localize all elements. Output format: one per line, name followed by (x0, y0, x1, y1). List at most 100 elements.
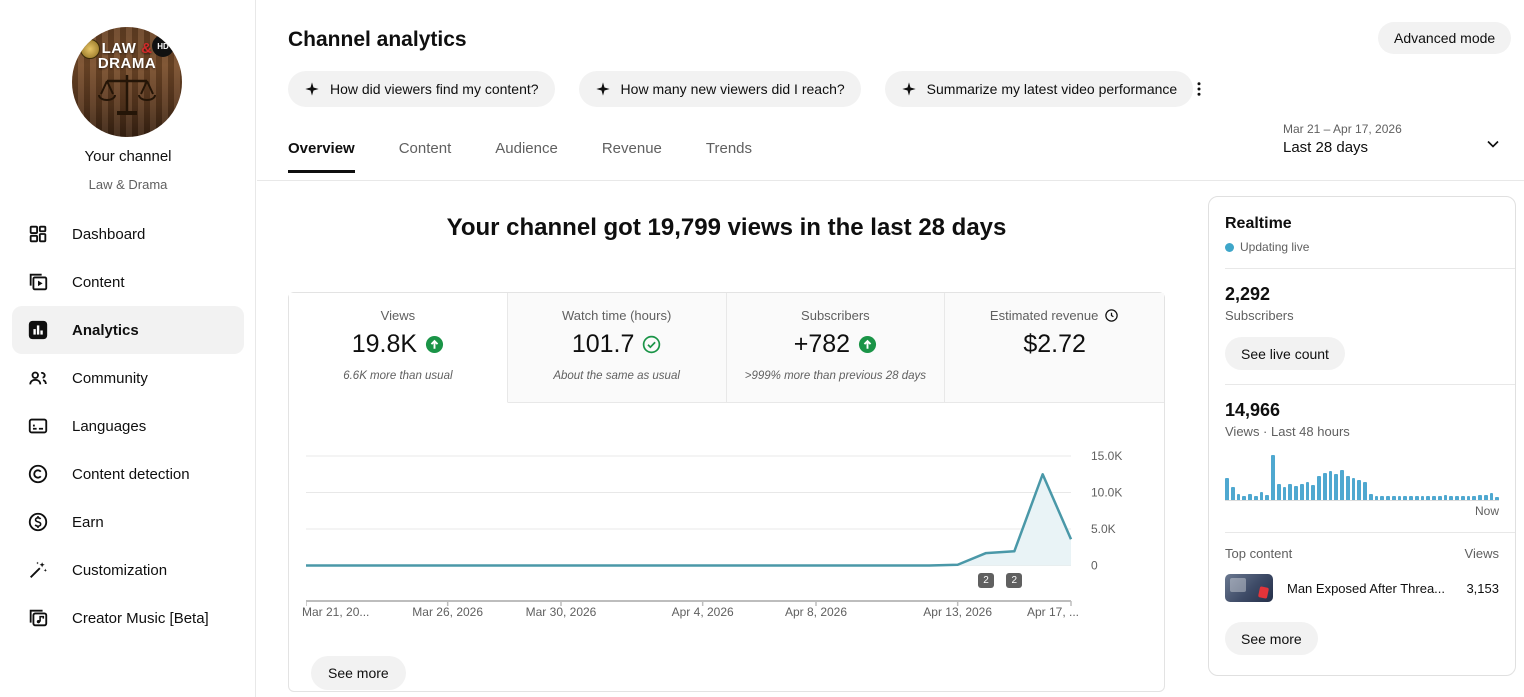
x-axis-label: Mar 26, 2026 (412, 605, 484, 619)
date-range-text: Mar 21 – Apr 17, 2026 (1283, 122, 1402, 136)
realtime-bar (1345, 475, 1350, 500)
tab-overview[interactable]: Overview (288, 140, 355, 173)
video-thumbnail (1225, 574, 1273, 602)
divider (1225, 384, 1515, 385)
realtime-bar (1368, 493, 1373, 500)
realtime-bar (1386, 495, 1390, 500)
see-live-count-button[interactable]: See live count (1225, 337, 1345, 370)
metric-value: 19.8K (351, 330, 418, 358)
tab-trends[interactable]: Trends (705, 140, 753, 157)
metric-note: >999% more than previous 28 days (744, 370, 926, 382)
realtime-bar (1311, 484, 1315, 500)
metric-tab-estimated-revenue[interactable]: Estimated revenue $2.72 (945, 293, 1164, 403)
views-chart-card: Views 19.8K 6.6K more than usual Watch t… (288, 292, 1165, 692)
realtime-bar (1340, 469, 1344, 500)
views-line-chart: 0 5.0K 10.0K 15.0K (305, 449, 1122, 606)
metric-tab-views[interactable]: Views 19.8K 6.6K more than usual (289, 293, 508, 403)
trend-up-icon (425, 335, 444, 354)
top-content-label: Top content (1225, 546, 1293, 561)
sidebar-item-label: Content detection (72, 465, 190, 483)
metric-value: 101.7 (571, 330, 635, 358)
line-chart-series (306, 473, 1073, 567)
realtime-bar (1357, 480, 1361, 500)
avatar-corner-badge: HD (152, 35, 174, 57)
realtime-bar (1466, 495, 1471, 500)
updating-live-label: Updating live (1240, 240, 1310, 254)
metric-tab-subscribers[interactable]: Subscribers +782 >999% more than previou… (726, 293, 946, 403)
video-views: 3,153 (1466, 580, 1499, 596)
realtime-bar (1253, 495, 1258, 500)
sidebar-menu: Dashboard Content Analytics Community (0, 210, 256, 642)
sidebar-item-content-detection[interactable]: Content detection (0, 450, 256, 498)
sidebar-item-community[interactable]: Community (0, 354, 256, 402)
realtime-title: Realtime (1225, 215, 1292, 232)
chip-how-did-viewers-find[interactable]: How did viewers find my content? (288, 71, 555, 107)
realtime-bar (1437, 495, 1442, 500)
realtime-bar (1322, 473, 1327, 500)
y-axis-label: 10.0K (1091, 486, 1122, 500)
sidebar-item-creator-music[interactable]: Creator Music [Beta] (0, 594, 256, 642)
sidebar-item-customization[interactable]: Customization (0, 546, 256, 594)
date-range-selector[interactable]: Mar 21 – Apr 17, 2026 Last 28 days (1283, 122, 1509, 156)
realtime-bar (1420, 495, 1425, 500)
realtime-see-more-button[interactable]: See more (1225, 622, 1318, 655)
chip-how-many-new-viewers[interactable]: How many new viewers did I reach? (578, 71, 861, 107)
realtime-bar (1397, 495, 1402, 500)
realtime-bar (1409, 495, 1413, 500)
scales-of-justice-icon (98, 75, 156, 115)
sidebar-item-content[interactable]: Content (0, 258, 256, 306)
tab-content[interactable]: Content (398, 140, 452, 157)
metric-value: +782 (793, 330, 851, 358)
sidebar-item-label: Customization (72, 561, 168, 579)
realtime-bar (1225, 478, 1229, 500)
page-title: Channel analytics (288, 28, 467, 51)
realtime-bar-chart (1225, 455, 1499, 501)
top-content-row[interactable]: Man Exposed After Threa... 3,153 (1225, 574, 1499, 602)
realtime-bar (1259, 492, 1264, 500)
published-videos-badge[interactable]: 2 (1006, 573, 1023, 588)
metric-label: Subscribers (801, 308, 870, 323)
tab-audience[interactable]: Audience (495, 140, 558, 157)
tab-revenue[interactable]: Revenue (601, 140, 662, 157)
sidebar-item-analytics[interactable]: Analytics (12, 306, 244, 354)
realtime-subscribers-label: Subscribers (1225, 308, 1294, 323)
dashboard-icon (26, 222, 50, 246)
realtime-bar (1328, 471, 1333, 500)
x-axis-label: Apr 13, 2026 (923, 605, 993, 619)
realtime-panel: Realtime Updating live 2,292 Subscribers… (1208, 196, 1516, 676)
sidebar-item-languages[interactable]: Languages (0, 402, 256, 450)
trend-up-icon (858, 335, 877, 354)
published-videos-badge[interactable]: 2 (978, 573, 994, 588)
advanced-mode-button[interactable]: Advanced mode (1378, 22, 1512, 54)
more-options-kebab-icon[interactable] (1188, 78, 1210, 100)
chip-summarize-latest-video[interactable]: Summarize my latest video performance (884, 71, 1194, 107)
realtime-bar (1460, 495, 1465, 500)
realtime-bar (1334, 473, 1338, 500)
realtime-bar (1478, 495, 1482, 500)
views-column-label: Views (1464, 546, 1499, 561)
realtime-bar (1443, 495, 1448, 500)
channel-avatar[interactable]: HD LAW & DRAMA (72, 27, 182, 137)
views-line-chart-area: 0 5.0K 10.0K 15.0K Mar 21, 20... Mar 26, 202… (302, 421, 1166, 646)
sidebar-item-earn[interactable]: Earn (0, 498, 256, 546)
live-dot-icon (1225, 242, 1234, 252)
sparkle-icon (305, 82, 319, 96)
sparkle-icon (595, 82, 610, 96)
chip-label: How many new viewers did I reach? (620, 81, 845, 97)
realtime-bar (1248, 494, 1252, 500)
see-more-button[interactable]: See more (311, 656, 406, 690)
sidebar-item-dashboard[interactable]: Dashboard (0, 210, 256, 258)
x-axis-label: Apr 8, 2026 (784, 605, 848, 619)
realtime-bar (1455, 495, 1459, 500)
realtime-bar (1403, 495, 1407, 500)
thumbnail-detail (1257, 586, 1270, 599)
sidebar-item-label: Earn (72, 513, 104, 531)
metric-value: $2.72 (1023, 330, 1086, 358)
realtime-bar (1299, 483, 1304, 500)
sidebar-item-label: Content (72, 273, 125, 291)
metric-tab-watch-time[interactable]: Watch time (hours) 101.7 About the same … (507, 293, 727, 403)
channel-name: Law & Drama (88, 177, 168, 192)
realtime-bar (1288, 483, 1292, 500)
sidebar-item-label: Creator Music [Beta] (72, 609, 209, 627)
realtime-subscribers-count: 2,292 (1225, 284, 1271, 304)
